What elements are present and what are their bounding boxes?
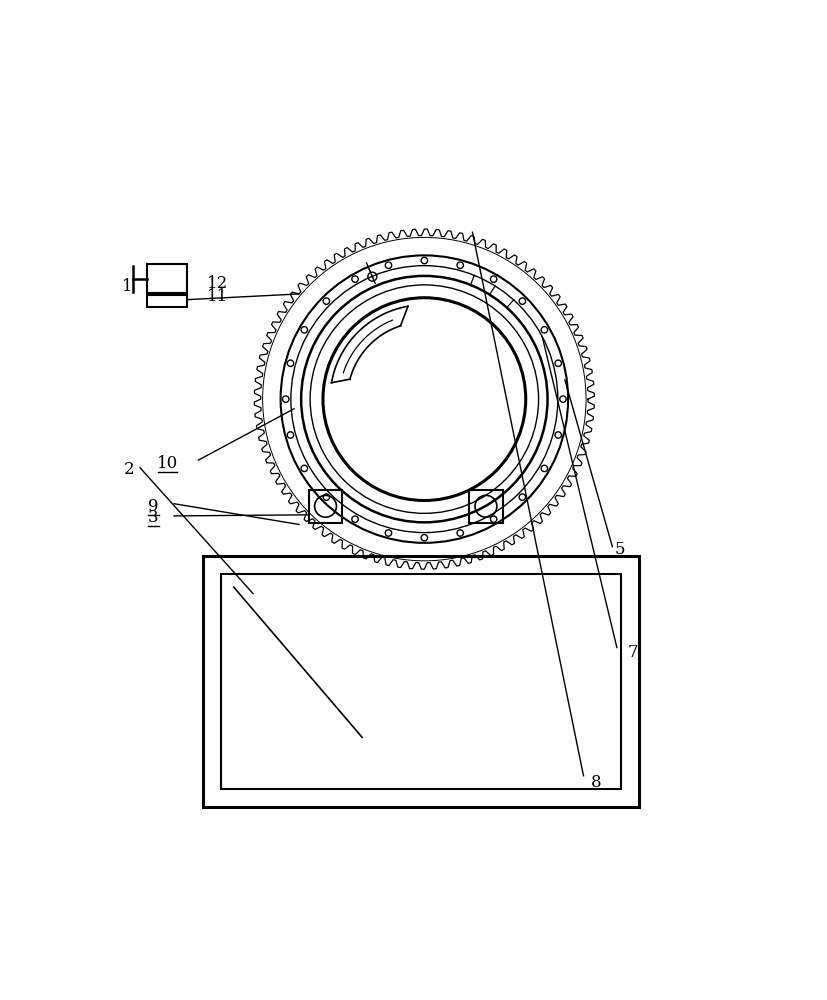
Text: 5: 5 [614,541,624,558]
Text: 10: 10 [157,455,178,472]
Bar [147,264,187,293]
Bar [221,574,620,789]
Bar [308,490,342,523]
Text: 2: 2 [124,461,134,478]
Text: 7: 7 [627,644,638,661]
Text: 9: 9 [148,498,159,515]
Text: 3: 3 [148,509,159,526]
Bar [469,490,502,523]
Bar [147,295,187,307]
Text: 12: 12 [207,275,228,292]
Text: 8: 8 [590,774,601,791]
Text: 1: 1 [122,278,132,295]
Bar [203,556,638,807]
Text: 11: 11 [207,288,228,305]
